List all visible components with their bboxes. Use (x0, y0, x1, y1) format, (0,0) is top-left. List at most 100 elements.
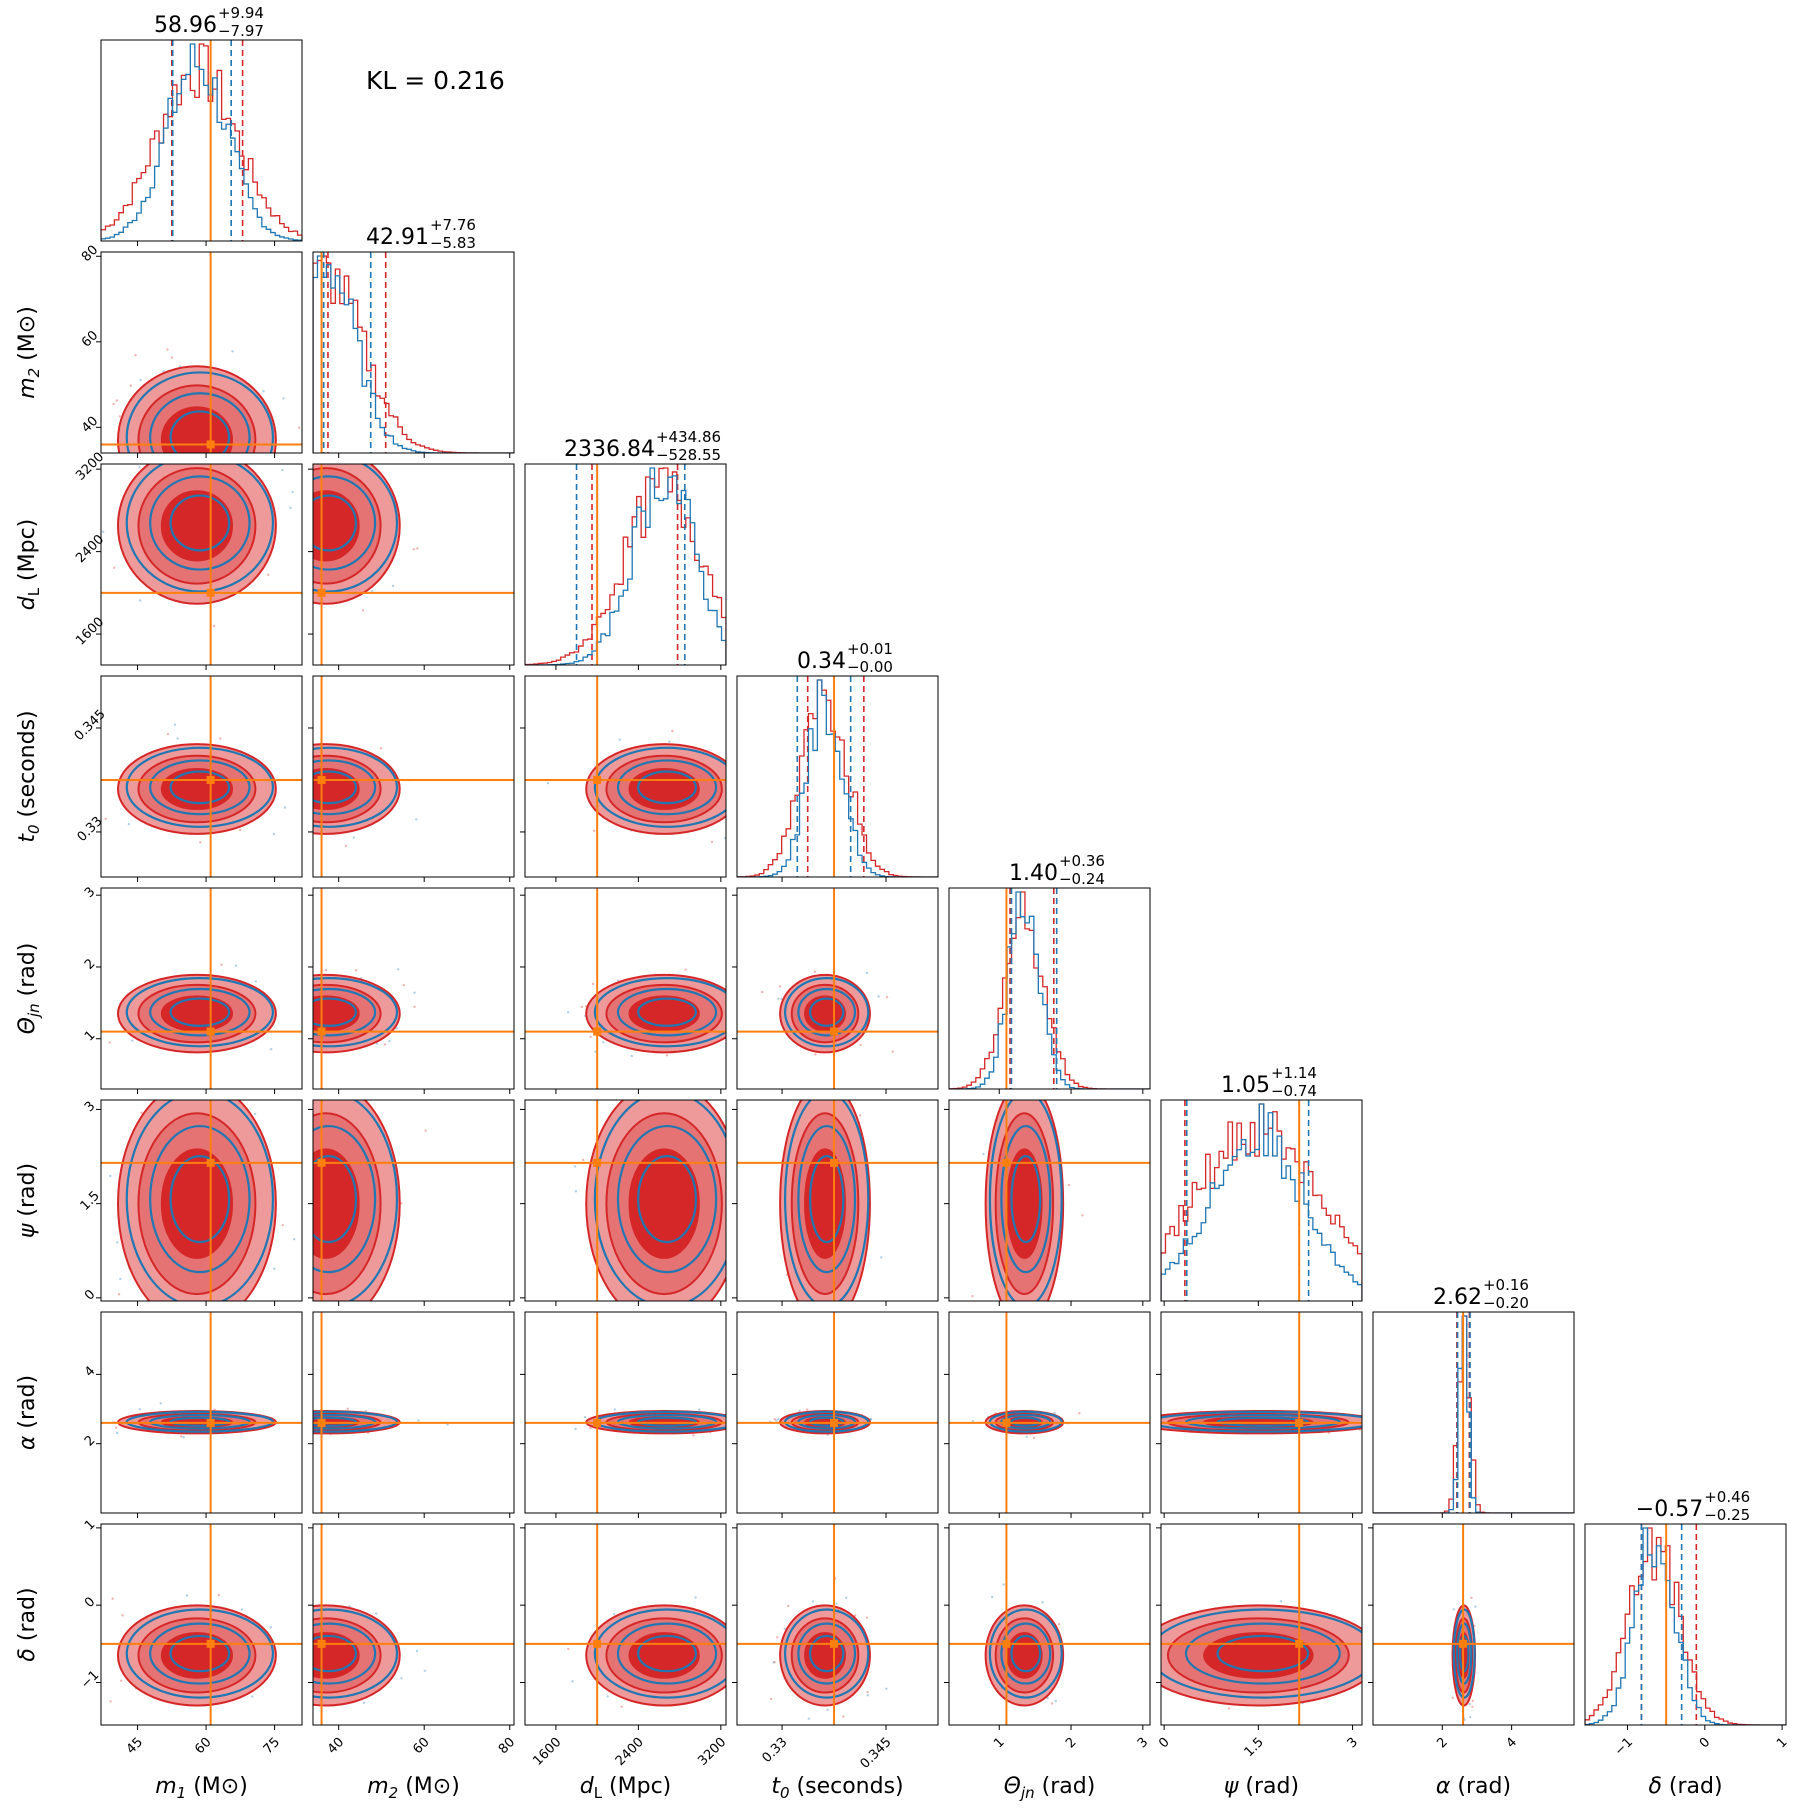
sample-point (109, 1174, 112, 1178)
sample-point (304, 989, 306, 991)
sample-point (1468, 1702, 1471, 1706)
x-tick-label-theta: 1 (991, 1735, 1007, 1751)
sample-point (117, 1293, 121, 1296)
panel-alpha-alpha: 2.62 +0.16−0.20 (1372, 1276, 1575, 1518)
sample-point (845, 1596, 848, 1599)
contour-b-2 (1216, 1416, 1310, 1427)
sample-point (362, 1075, 364, 1077)
sample-point (767, 793, 769, 795)
sample-point (297, 426, 301, 429)
panel-dL-delta: 1600 2400 3200 (520, 1523, 729, 1769)
sample-point (294, 1631, 296, 1633)
sample-point (1032, 1436, 1036, 1440)
sample-point (581, 1158, 585, 1162)
truth-marker (593, 775, 602, 784)
sample-point (1146, 1418, 1148, 1420)
sample-point (891, 1050, 894, 1053)
sample-point (772, 1661, 775, 1664)
contour-b-1 (797, 987, 857, 1037)
panel-frame (948, 887, 1151, 1090)
contour-b-0 (313, 1410, 399, 1433)
sample-point (1152, 1417, 1154, 1419)
sample-point (299, 558, 301, 560)
panel-frame (948, 1099, 1151, 1302)
sample-point (285, 1669, 287, 1671)
sample-point (327, 1322, 329, 1324)
panel-frame (100, 887, 303, 1090)
sample-point (858, 1114, 862, 1117)
sample-point (293, 1280, 295, 1282)
sample-point (350, 1341, 352, 1343)
contour-b-0 (593, 1100, 726, 1301)
sample-point (646, 1328, 648, 1330)
sample-point (307, 564, 309, 566)
y-tick-label-delta: −1 (78, 1668, 102, 1692)
contour-b-1 (616, 987, 718, 1037)
contour-b-1 (313, 1622, 377, 1685)
y-tick-label-psi: 1.5 (78, 1189, 103, 1214)
sample-point (310, 1416, 312, 1418)
x-tick-label-t0: 0.33 (759, 1735, 790, 1766)
sample-point (248, 1410, 250, 1412)
panel-frame (1584, 1523, 1787, 1726)
contour-b-0 (313, 1608, 399, 1699)
sample-point (358, 1072, 360, 1074)
sample-point (865, 971, 869, 975)
sample-point (284, 1418, 286, 1420)
contour-b-1 (797, 1413, 857, 1430)
panel-frame (312, 251, 515, 454)
contour-b-0 (313, 977, 399, 1048)
sample-point (279, 803, 281, 805)
sample-point (306, 1235, 308, 1237)
y-tick-label-alpha: 4 (82, 1364, 98, 1380)
sample-point (446, 1423, 449, 1426)
sample-point (754, 1007, 756, 1009)
panel-frame (1372, 1311, 1575, 1514)
sample-point (308, 1025, 310, 1027)
panel-frame (100, 1099, 303, 1302)
sample-point (254, 980, 257, 983)
sample-point (987, 1080, 989, 1082)
sample-point (302, 1689, 304, 1691)
contour-b-1 (149, 1124, 251, 1274)
sample-point (277, 1687, 279, 1689)
sample-point (1067, 1183, 1071, 1187)
summary-minus-delta: −0.25 (1704, 1506, 1750, 1524)
hist-b-t0 (737, 679, 938, 877)
sample-point (1227, 1707, 1231, 1710)
sample-point (274, 1429, 276, 1431)
hist-b-theta (949, 891, 1150, 1089)
panel-theta-psi (944, 1080, 1151, 1306)
sample-point (844, 1309, 846, 1311)
sample-point (811, 1600, 815, 1603)
sample-point (684, 968, 687, 971)
panel-m2-delta: 40 60 80 (277, 1523, 518, 1757)
axis-label-m2: m2 (M⊙) (367, 1774, 460, 1802)
sample-point (761, 990, 764, 994)
sample-point (835, 1602, 838, 1605)
summary-minus-theta: −0.24 (1059, 870, 1105, 888)
sample-point (345, 1309, 347, 1311)
panel-frame (524, 1099, 727, 1302)
contour-b-2 (169, 770, 231, 805)
sample-point (424, 1129, 427, 1132)
sample-point (170, 356, 174, 359)
contour-b-1 (1000, 1413, 1052, 1430)
contour-b-1 (797, 1124, 857, 1274)
x-tick-label-theta: 3 (1135, 1735, 1151, 1751)
sample-point (307, 991, 309, 993)
sample-point (753, 1412, 755, 1414)
truth-marker (1002, 1639, 1011, 1648)
sample-point (176, 737, 179, 740)
sample-point (417, 1419, 420, 1422)
sample-point (292, 1237, 296, 1241)
truth-marker (830, 1027, 839, 1036)
contour-b-1 (313, 475, 377, 571)
sample-point (613, 1612, 616, 1616)
panel-frame (524, 463, 727, 666)
sample-point (295, 771, 297, 773)
x-tick-label-m2: 80 (496, 1735, 518, 1757)
sample-point (292, 1685, 294, 1687)
sample-point (94, 1185, 96, 1187)
